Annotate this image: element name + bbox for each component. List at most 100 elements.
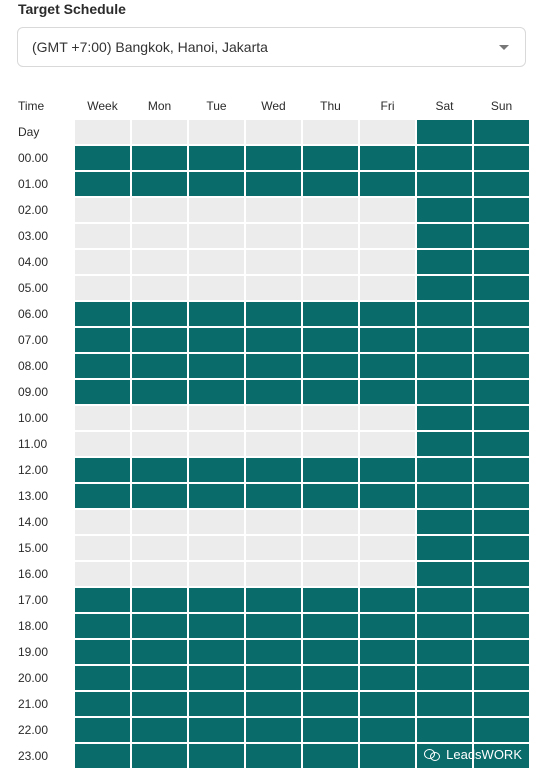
- schedule-cell[interactable]: [245, 691, 302, 717]
- schedule-cell[interactable]: [131, 691, 188, 717]
- schedule-cell[interactable]: [416, 171, 473, 197]
- schedule-cell[interactable]: [188, 353, 245, 379]
- schedule-cell[interactable]: [416, 691, 473, 717]
- schedule-cell[interactable]: [416, 145, 473, 171]
- schedule-cell[interactable]: [245, 509, 302, 535]
- schedule-cell[interactable]: [245, 197, 302, 223]
- schedule-cell[interactable]: [302, 483, 359, 509]
- schedule-cell[interactable]: [473, 301, 530, 327]
- schedule-cell[interactable]: [473, 275, 530, 301]
- schedule-cell[interactable]: [359, 509, 416, 535]
- schedule-cell[interactable]: [74, 717, 131, 743]
- schedule-cell[interactable]: [416, 431, 473, 457]
- schedule-cell[interactable]: [302, 379, 359, 405]
- schedule-cell[interactable]: [359, 301, 416, 327]
- schedule-cell[interactable]: [302, 509, 359, 535]
- schedule-cell[interactable]: [188, 223, 245, 249]
- schedule-cell[interactable]: [245, 249, 302, 275]
- schedule-cell[interactable]: [473, 431, 530, 457]
- schedule-cell[interactable]: [188, 249, 245, 275]
- schedule-cell[interactable]: [74, 327, 131, 353]
- schedule-cell[interactable]: [416, 665, 473, 691]
- schedule-cell[interactable]: [131, 587, 188, 613]
- schedule-cell[interactable]: [74, 119, 131, 145]
- schedule-cell[interactable]: [74, 457, 131, 483]
- schedule-cell[interactable]: [131, 379, 188, 405]
- schedule-cell[interactable]: [188, 561, 245, 587]
- schedule-cell[interactable]: [131, 353, 188, 379]
- schedule-cell[interactable]: [188, 119, 245, 145]
- schedule-cell[interactable]: [131, 743, 188, 769]
- schedule-cell[interactable]: [188, 275, 245, 301]
- schedule-cell[interactable]: [302, 171, 359, 197]
- schedule-cell[interactable]: [131, 717, 188, 743]
- timezone-select[interactable]: (GMT +7:00) Bangkok, Hanoi, Jakarta: [17, 27, 526, 67]
- schedule-cell[interactable]: [359, 223, 416, 249]
- schedule-cell[interactable]: [473, 379, 530, 405]
- schedule-cell[interactable]: [245, 665, 302, 691]
- schedule-cell[interactable]: [245, 171, 302, 197]
- schedule-cell[interactable]: [131, 483, 188, 509]
- schedule-cell[interactable]: [302, 587, 359, 613]
- schedule-cell[interactable]: [74, 613, 131, 639]
- schedule-cell[interactable]: [74, 405, 131, 431]
- schedule-cell[interactable]: [131, 301, 188, 327]
- schedule-cell[interactable]: [416, 119, 473, 145]
- schedule-cell[interactable]: [74, 535, 131, 561]
- schedule-cell[interactable]: [416, 327, 473, 353]
- schedule-cell[interactable]: [416, 561, 473, 587]
- schedule-cell[interactable]: [473, 223, 530, 249]
- schedule-cell[interactable]: [131, 405, 188, 431]
- schedule-cell[interactable]: [188, 665, 245, 691]
- schedule-cell[interactable]: [416, 223, 473, 249]
- schedule-cell[interactable]: [359, 743, 416, 769]
- schedule-cell[interactable]: [74, 223, 131, 249]
- schedule-cell[interactable]: [359, 639, 416, 665]
- schedule-cell[interactable]: [359, 405, 416, 431]
- schedule-cell[interactable]: [188, 431, 245, 457]
- schedule-cell[interactable]: [188, 301, 245, 327]
- schedule-cell[interactable]: [74, 587, 131, 613]
- schedule-cell[interactable]: [359, 717, 416, 743]
- schedule-cell[interactable]: [359, 483, 416, 509]
- schedule-cell[interactable]: [74, 275, 131, 301]
- schedule-cell[interactable]: [302, 301, 359, 327]
- schedule-cell[interactable]: [131, 639, 188, 665]
- schedule-cell[interactable]: [188, 535, 245, 561]
- schedule-cell[interactable]: [245, 587, 302, 613]
- schedule-cell[interactable]: [302, 743, 359, 769]
- schedule-cell[interactable]: [359, 119, 416, 145]
- schedule-cell[interactable]: [473, 561, 530, 587]
- schedule-cell[interactable]: [245, 613, 302, 639]
- schedule-cell[interactable]: [131, 665, 188, 691]
- schedule-cell[interactable]: [473, 405, 530, 431]
- schedule-cell[interactable]: [473, 665, 530, 691]
- schedule-cell[interactable]: [74, 353, 131, 379]
- schedule-cell[interactable]: [131, 431, 188, 457]
- schedule-cell[interactable]: [473, 197, 530, 223]
- schedule-cell[interactable]: [74, 145, 131, 171]
- schedule-cell[interactable]: [359, 249, 416, 275]
- schedule-cell[interactable]: [131, 327, 188, 353]
- schedule-cell[interactable]: [416, 483, 473, 509]
- schedule-cell[interactable]: [359, 145, 416, 171]
- schedule-cell[interactable]: [74, 639, 131, 665]
- schedule-cell[interactable]: [245, 717, 302, 743]
- schedule-cell[interactable]: [473, 483, 530, 509]
- schedule-cell[interactable]: [131, 275, 188, 301]
- schedule-cell[interactable]: [245, 119, 302, 145]
- schedule-cell[interactable]: [473, 353, 530, 379]
- schedule-cell[interactable]: [131, 197, 188, 223]
- schedule-cell[interactable]: [245, 561, 302, 587]
- schedule-cell[interactable]: [245, 301, 302, 327]
- schedule-cell[interactable]: [416, 587, 473, 613]
- schedule-cell[interactable]: [416, 249, 473, 275]
- schedule-cell[interactable]: [416, 509, 473, 535]
- schedule-cell[interactable]: [74, 197, 131, 223]
- schedule-cell[interactable]: [359, 197, 416, 223]
- schedule-cell[interactable]: [131, 249, 188, 275]
- schedule-cell[interactable]: [416, 197, 473, 223]
- schedule-cell[interactable]: [473, 691, 530, 717]
- schedule-cell[interactable]: [473, 119, 530, 145]
- schedule-cell[interactable]: [473, 639, 530, 665]
